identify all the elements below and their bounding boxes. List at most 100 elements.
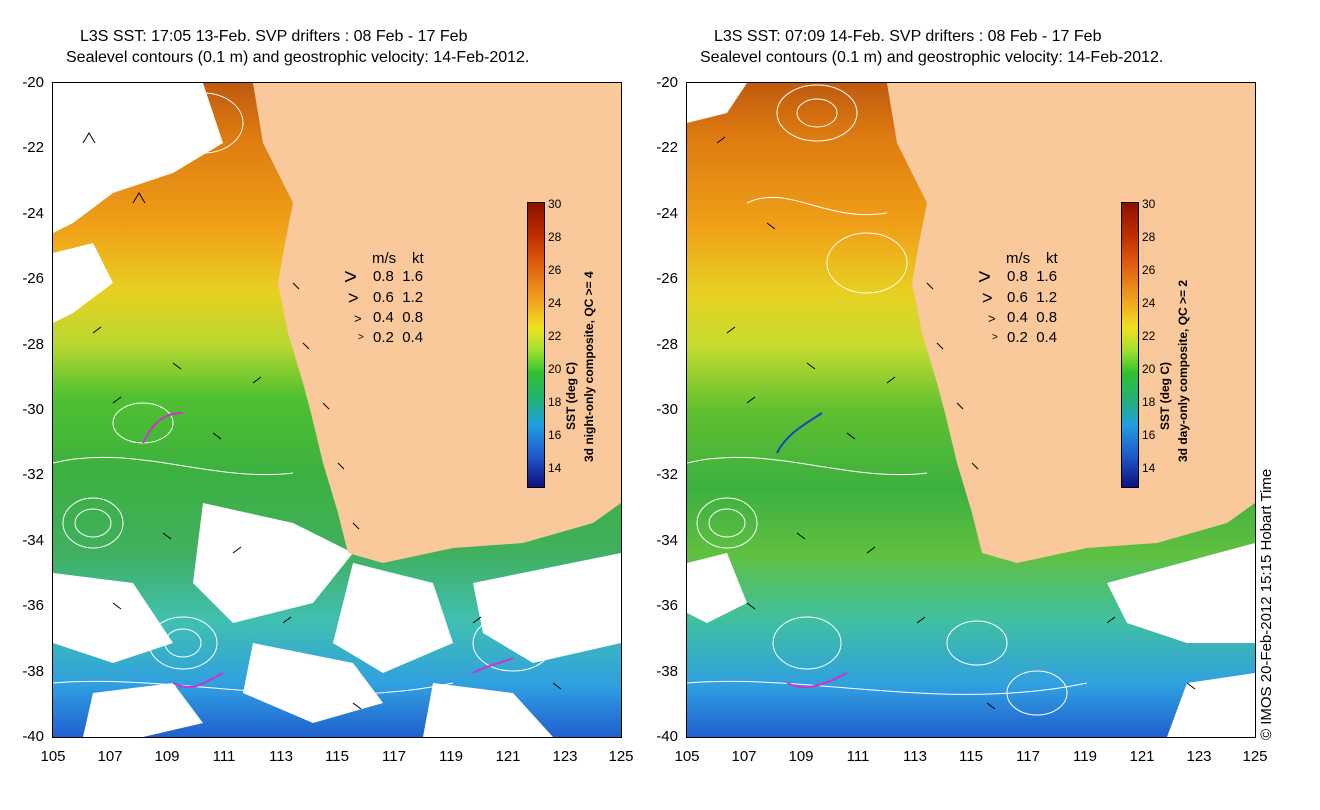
y-tick-label: -26 xyxy=(22,270,44,287)
colorbar-tick: 22 xyxy=(548,329,562,343)
colorbar-tick: 26 xyxy=(548,263,562,277)
legend-unit-ms: m/s xyxy=(372,250,397,267)
panel-day: L3S SST: 07:09 14-Feb. SVP drifters : 08… xyxy=(634,0,1294,810)
y-tick-label: -28 xyxy=(656,336,678,353)
arrow-icon: > xyxy=(992,332,998,343)
land-mass xyxy=(887,83,1255,563)
colorbar-tick: 20 xyxy=(548,362,562,376)
y-tick-label: -30 xyxy=(22,401,44,418)
y-tick-label: -22 xyxy=(22,139,44,156)
sst-map-graphic xyxy=(687,83,1255,737)
y-tick-label: -36 xyxy=(22,597,44,614)
velocity-arrows xyxy=(716,136,1196,710)
y-tick-label: -38 xyxy=(22,663,44,680)
x-tick-label: 115 xyxy=(959,748,983,765)
x-tick-label: 121 xyxy=(1129,748,1155,765)
x-tick-label: 107 xyxy=(731,748,757,765)
colorbar-tick: 18 xyxy=(548,395,562,409)
colorbar-tick: 14 xyxy=(1142,461,1156,475)
arrow-icon: > xyxy=(354,311,362,326)
arrow-icon: > xyxy=(988,311,996,326)
y-tick-label: -26 xyxy=(656,270,678,287)
sst-map xyxy=(52,82,622,738)
x-tick-label: 115 xyxy=(325,748,349,765)
legend-row: 0.4 0.8 xyxy=(1007,309,1058,326)
y-tick-label: -34 xyxy=(22,532,44,549)
colorbar-tick: 30 xyxy=(548,197,562,211)
colorbar xyxy=(527,202,545,488)
legend-unit-kt: kt xyxy=(1046,250,1058,267)
arrow-icon: > xyxy=(348,288,359,308)
y-tick-label: -36 xyxy=(656,597,678,614)
legend-row: 0.2 0.4 xyxy=(1007,329,1058,346)
colorbar-tick: 14 xyxy=(548,461,562,475)
panel-title-line1: L3S SST: 07:09 14-Feb. SVP drifters : 08… xyxy=(714,28,1102,45)
x-tick-label: 105 xyxy=(674,748,700,765)
colorbar-title: SST (deg C) xyxy=(564,362,578,430)
legend-row: 0.6 1.2 xyxy=(373,289,424,306)
legend-unit-ms: m/s xyxy=(1006,250,1031,267)
x-tick-label: 123 xyxy=(552,748,578,765)
colorbar-subtitle: 3d day-only composite, QC >= 2 xyxy=(1176,279,1190,462)
x-tick-label: 125 xyxy=(608,748,634,765)
drifter-tracks xyxy=(142,412,514,689)
y-tick-label: -20 xyxy=(22,74,44,91)
y-tick-label: -24 xyxy=(22,205,44,222)
legend-row: 0.8 1.6 xyxy=(373,268,424,285)
x-tick-label: 111 xyxy=(212,748,236,765)
x-tick-label: 119 xyxy=(1073,748,1097,765)
x-tick-label: 113 xyxy=(269,748,293,765)
y-tick-label: -38 xyxy=(656,663,678,680)
x-tick-label: 117 xyxy=(1016,748,1040,765)
x-tick-label: 121 xyxy=(495,748,521,765)
y-tick-label: -34 xyxy=(656,532,678,549)
x-tick-label: 123 xyxy=(1186,748,1212,765)
colorbar-subtitle: 3d night-only composite, QC >= 4 xyxy=(582,271,596,462)
colorbar-tick: 16 xyxy=(1142,428,1156,442)
arrow-icon: > xyxy=(344,264,357,289)
arrow-icon: > xyxy=(982,288,993,308)
y-tick-label: -40 xyxy=(656,728,678,745)
colorbar-tick: 16 xyxy=(548,428,562,442)
y-tick-label: -20 xyxy=(656,74,678,91)
colorbar xyxy=(1121,202,1139,488)
legend-unit-kt: kt xyxy=(412,250,424,267)
colorbar-tick: 26 xyxy=(1142,263,1156,277)
sealevel-contours xyxy=(53,92,554,695)
x-tick-label: 109 xyxy=(154,748,180,765)
legend-row: 0.8 1.6 xyxy=(1007,268,1058,285)
arrow-icon: > xyxy=(358,332,364,343)
velocity-arrows xyxy=(82,132,562,710)
y-tick-label: -30 xyxy=(656,401,678,418)
colorbar-tick: 24 xyxy=(548,296,562,310)
drifter-tracks xyxy=(776,412,823,454)
sst-map xyxy=(686,82,1256,738)
copyright-label: © IMOS 20-Feb-2012 15:15 Hobart Time xyxy=(1258,468,1275,740)
x-tick-label: 111 xyxy=(846,748,870,765)
y-tick-label: -32 xyxy=(656,466,678,483)
colorbar-tick: 22 xyxy=(1142,329,1156,343)
colorbar-tick: 20 xyxy=(1142,362,1156,376)
colorbar-tick: 28 xyxy=(1142,230,1156,244)
x-tick-label: 117 xyxy=(382,748,406,765)
panel-title-line2: Sealevel contours (0.1 m) and geostrophi… xyxy=(700,49,1164,66)
cloud-gaps xyxy=(53,83,621,737)
arrow-icon: > xyxy=(978,264,991,289)
x-tick-label: 125 xyxy=(1242,748,1268,765)
y-tick-label: -24 xyxy=(656,205,678,222)
colorbar-title: SST (deg C) xyxy=(1158,362,1172,430)
sealevel-contours xyxy=(687,84,1088,716)
colorbar-tick: 28 xyxy=(548,230,562,244)
y-tick-label: -22 xyxy=(656,139,678,156)
panel-night: L3S SST: 17:05 13-Feb. SVP drifters : 08… xyxy=(22,28,634,765)
y-tick-label: -32 xyxy=(22,466,44,483)
x-tick-label: 113 xyxy=(903,748,927,765)
x-tick-label: 119 xyxy=(439,748,463,765)
y-tick-label: -28 xyxy=(22,336,44,353)
legend-row: 0.2 0.4 xyxy=(373,329,424,346)
x-tick-label: 107 xyxy=(97,748,123,765)
cloud-gaps xyxy=(687,83,1255,737)
colorbar-tick: 18 xyxy=(1142,395,1156,409)
x-tick-label: 105 xyxy=(40,748,66,765)
panel-title-line2: Sealevel contours (0.1 m) and geostrophi… xyxy=(66,49,530,66)
